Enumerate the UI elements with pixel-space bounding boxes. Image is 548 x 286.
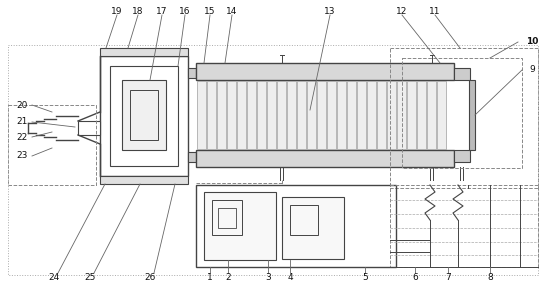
Text: 18: 18 bbox=[132, 7, 144, 17]
Bar bbox=[218, 208, 236, 228]
Bar bbox=[297, 81, 306, 149]
Text: 22: 22 bbox=[16, 132, 27, 142]
Text: 7: 7 bbox=[445, 273, 451, 283]
Bar bbox=[390, 48, 538, 188]
Text: 10: 10 bbox=[526, 37, 538, 47]
Bar bbox=[397, 81, 406, 149]
Text: 11: 11 bbox=[429, 7, 441, 17]
Bar bbox=[257, 81, 266, 149]
Bar bbox=[237, 81, 246, 149]
Bar bbox=[454, 68, 470, 80]
Bar bbox=[267, 81, 276, 149]
Bar bbox=[197, 81, 206, 149]
Bar bbox=[217, 81, 226, 149]
Text: 26: 26 bbox=[144, 273, 156, 283]
Bar bbox=[287, 81, 296, 149]
Text: 6: 6 bbox=[412, 273, 418, 283]
Bar bbox=[100, 48, 188, 56]
Text: 16: 16 bbox=[179, 7, 191, 17]
Bar bbox=[8, 45, 538, 275]
Bar bbox=[282, 197, 344, 259]
Bar bbox=[8, 105, 96, 185]
Bar bbox=[277, 81, 286, 149]
Bar bbox=[357, 81, 366, 149]
Bar bbox=[337, 81, 346, 149]
Bar bbox=[196, 185, 396, 267]
Bar bbox=[100, 176, 188, 184]
Bar bbox=[417, 81, 426, 149]
Bar bbox=[196, 150, 454, 167]
Bar bbox=[122, 80, 166, 150]
Bar bbox=[377, 81, 386, 149]
Text: 20: 20 bbox=[16, 100, 28, 110]
Bar bbox=[427, 81, 436, 149]
Bar bbox=[290, 205, 318, 235]
Text: 25: 25 bbox=[84, 273, 96, 283]
Bar bbox=[347, 81, 356, 149]
Bar bbox=[437, 81, 446, 149]
Bar bbox=[130, 90, 158, 140]
Text: 2: 2 bbox=[225, 273, 231, 283]
Text: 13: 13 bbox=[324, 7, 336, 17]
Bar bbox=[367, 81, 376, 149]
Text: 15: 15 bbox=[204, 7, 216, 17]
Text: 14: 14 bbox=[226, 7, 238, 17]
Text: 1: 1 bbox=[207, 273, 213, 283]
Bar bbox=[196, 63, 454, 80]
Bar bbox=[110, 66, 178, 166]
Text: 8: 8 bbox=[487, 273, 493, 283]
Bar bbox=[469, 80, 475, 150]
Text: 3: 3 bbox=[265, 273, 271, 283]
Bar bbox=[188, 68, 196, 78]
Text: 19: 19 bbox=[111, 7, 123, 17]
Bar bbox=[317, 81, 326, 149]
Bar bbox=[307, 81, 316, 149]
Text: 24: 24 bbox=[48, 273, 60, 283]
Bar bbox=[227, 81, 236, 149]
Bar bbox=[204, 192, 276, 260]
Text: 4: 4 bbox=[287, 273, 293, 283]
Bar bbox=[212, 200, 242, 235]
Text: 21: 21 bbox=[16, 118, 28, 126]
Bar bbox=[247, 81, 256, 149]
Bar bbox=[78, 121, 100, 135]
Bar bbox=[100, 56, 188, 176]
Bar bbox=[188, 152, 196, 162]
Bar bbox=[454, 150, 470, 162]
Bar bbox=[387, 81, 396, 149]
Bar bbox=[402, 58, 522, 168]
Text: 23: 23 bbox=[16, 152, 28, 160]
Text: 9: 9 bbox=[529, 65, 535, 74]
Bar bbox=[207, 81, 216, 149]
Text: 5: 5 bbox=[362, 273, 368, 283]
Bar bbox=[327, 81, 336, 149]
Text: 17: 17 bbox=[156, 7, 168, 17]
Bar bbox=[390, 185, 538, 267]
Bar bbox=[407, 81, 416, 149]
Text: 12: 12 bbox=[396, 7, 408, 17]
